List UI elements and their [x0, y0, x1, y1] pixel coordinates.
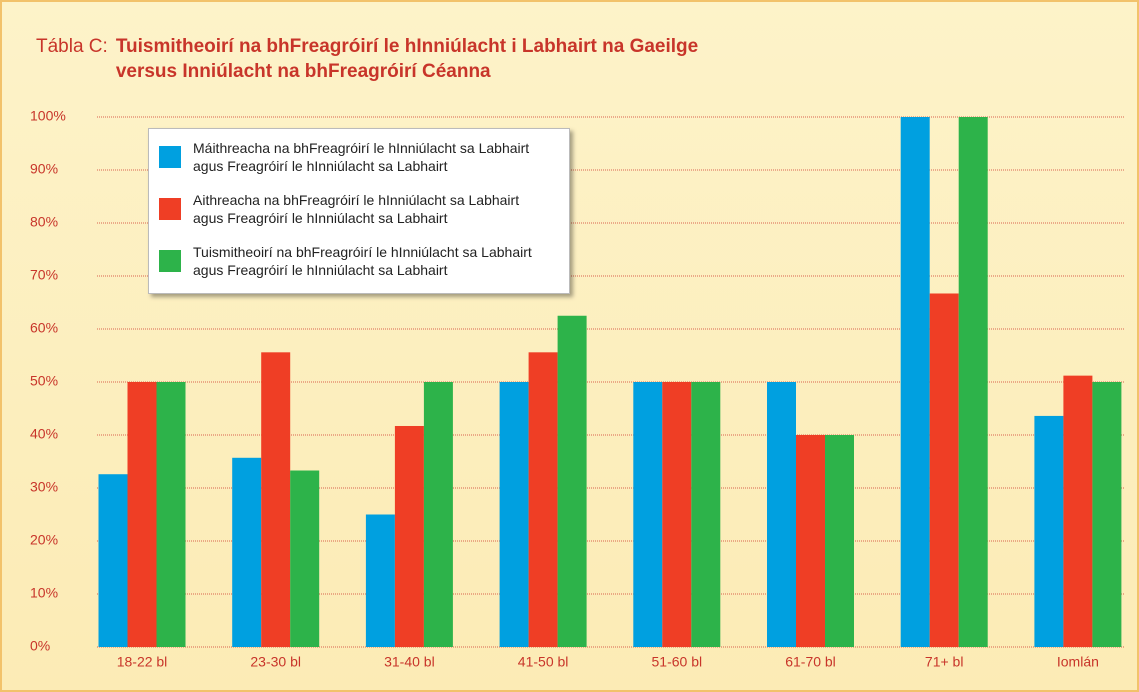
y-tick-label: 40% — [30, 426, 58, 442]
x-tick-label: Iomlán — [1057, 654, 1099, 670]
bar — [232, 457, 262, 647]
y-tick-label: 10% — [30, 585, 58, 601]
legend-label: Máithreacha na bhFreagróirí le hInniúlac… — [193, 140, 530, 174]
x-tick-label: 71+ bl — [925, 654, 964, 670]
y-tick-label: 70% — [30, 267, 58, 283]
bar — [1063, 375, 1093, 647]
x-tick-label: 31-40 bl — [384, 654, 435, 670]
bar — [98, 474, 128, 647]
bar — [557, 315, 587, 647]
legend-swatch — [159, 146, 181, 168]
bar — [394, 425, 424, 647]
bar — [825, 435, 854, 647]
y-tick-label: 80% — [30, 214, 58, 230]
bar — [499, 382, 529, 647]
y-tick-label: 20% — [30, 532, 58, 548]
y-tick-label: 50% — [30, 373, 58, 389]
bar — [900, 117, 930, 647]
legend-swatch — [159, 250, 181, 272]
legend: Máithreacha na bhFreagróirí le hInniúlac… — [148, 128, 570, 294]
bar — [528, 352, 558, 647]
legend-item: Aithreacha na bhFreagróirí le hInniúlach… — [159, 191, 519, 227]
y-tick-label: 90% — [30, 161, 58, 177]
bar — [929, 293, 959, 647]
bar — [1034, 415, 1064, 647]
x-tick-label: 23-30 bl — [250, 654, 301, 670]
x-tick-label: 51-60 bl — [652, 654, 703, 670]
chart-label: Tábla C: — [36, 36, 108, 57]
bar — [662, 382, 692, 647]
bar — [290, 470, 320, 647]
bar — [767, 382, 796, 647]
legend-label: Tuismitheoirí na bhFreagróirí le hInniúl… — [193, 244, 532, 278]
bar — [127, 382, 157, 647]
bar — [365, 514, 395, 647]
bar — [691, 382, 721, 647]
legend-swatch — [159, 198, 181, 220]
x-tick-label: 41-50 bl — [518, 654, 569, 670]
y-tick-label: 0% — [30, 638, 50, 654]
bar — [1092, 382, 1122, 647]
bar — [796, 435, 825, 647]
legend-item: Tuismitheoirí na bhFreagróirí le hInniúl… — [159, 243, 532, 279]
bar — [156, 382, 186, 647]
x-tick-label: 61-70 bl — [785, 654, 836, 670]
legend-label: Aithreacha na bhFreagróirí le hInniúlach… — [193, 192, 520, 226]
bar — [633, 382, 663, 647]
x-tick-label: 18-22 bl — [117, 654, 168, 670]
bar — [261, 352, 291, 647]
legend-item: Máithreacha na bhFreagróirí le hInniúlac… — [159, 139, 529, 175]
y-tick-label: 100% — [30, 108, 66, 124]
chart-title: Tuismitheoirí na bhFreagróirí le hInniúl… — [115, 36, 699, 82]
y-tick-label: 30% — [30, 479, 58, 495]
y-tick-label: 60% — [30, 320, 58, 336]
bar — [958, 117, 988, 647]
title-block: Tábla C: Tuismitheoirí na bhFreagróirí l… — [36, 34, 698, 84]
bar — [423, 382, 453, 647]
